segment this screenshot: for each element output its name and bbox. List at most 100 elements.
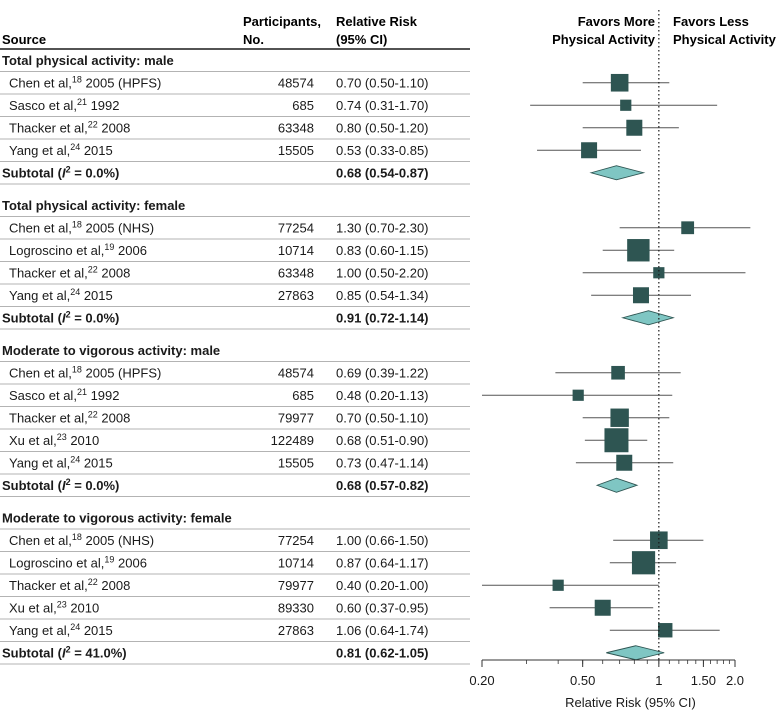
header-rr-line1: Relative Risk bbox=[336, 14, 418, 29]
study-reference: 18 bbox=[72, 364, 82, 374]
study-label: Chen et al,18 2005 (NHS) bbox=[9, 532, 154, 548]
study-participants: 685 bbox=[292, 388, 314, 403]
study-participants: 15505 bbox=[278, 455, 314, 470]
study-participants: 15505 bbox=[278, 143, 314, 158]
header-favors-more-line1: Favors More bbox=[578, 14, 655, 29]
study-participants: 122489 bbox=[271, 433, 314, 448]
study-rr-ci: 0.80 (0.50-1.20) bbox=[336, 120, 429, 135]
study-detail: 2005 (HPFS) bbox=[82, 365, 161, 380]
study-reference: 19 bbox=[104, 242, 114, 252]
study-label: Thacker et al,22 2008 bbox=[9, 409, 130, 425]
study-participants: 89330 bbox=[278, 600, 314, 615]
point-estimate-square bbox=[611, 365, 625, 380]
subtotal-suffix: = 41.0%) bbox=[71, 645, 127, 660]
subtotal-sup: 2 bbox=[66, 644, 71, 654]
subtotal-prefix: Subtotal ( bbox=[2, 165, 63, 180]
study-rr-ci: 0.73 (0.47-1.14) bbox=[336, 455, 429, 470]
point-estimate-square bbox=[658, 623, 673, 638]
study-reference: 21 bbox=[77, 97, 87, 107]
study-rr-ci: 0.83 (0.60-1.15) bbox=[336, 243, 429, 258]
header-favors-less-line1: Favors Less bbox=[673, 14, 749, 29]
study-reference: 23 bbox=[57, 432, 67, 442]
study-rr-ci: 0.60 (0.37-0.95) bbox=[336, 600, 429, 615]
study-detail: 2015 bbox=[80, 288, 113, 303]
study-detail: 2015 bbox=[80, 143, 113, 158]
study-author: Logroscino et al, bbox=[9, 555, 104, 570]
point-estimate-square bbox=[616, 454, 633, 471]
study-reference: 24 bbox=[70, 287, 80, 297]
study-reference: 24 bbox=[70, 454, 80, 464]
study-reference: 22 bbox=[88, 577, 98, 587]
subtotal-sup: 2 bbox=[66, 164, 71, 174]
header-participants-line2: No. bbox=[243, 32, 264, 47]
study-reference: 19 bbox=[104, 554, 114, 564]
study-label: Thacker et al,22 2008 bbox=[9, 264, 130, 280]
subtotal-diamond bbox=[595, 477, 639, 493]
study-label: Thacker et al,22 2008 bbox=[9, 577, 130, 593]
study-label: Chen et al,18 2005 (NHS) bbox=[9, 219, 154, 235]
header-participants-line1: Participants, bbox=[243, 14, 321, 29]
study-detail: 2006 bbox=[114, 243, 147, 258]
point-estimate-square bbox=[581, 142, 598, 159]
study-author: Thacker et al, bbox=[9, 578, 88, 593]
study-detail: 2005 (NHS) bbox=[82, 220, 154, 235]
study-label: Xu et al,23 2010 bbox=[9, 432, 99, 448]
group-title: Total physical activity: male bbox=[2, 53, 174, 68]
study-reference: 18 bbox=[72, 219, 82, 229]
study-label: Chen et al,18 2005 (HPFS) bbox=[9, 364, 161, 380]
subtotal-label: Subtotal (I2 = 0.0%) bbox=[2, 164, 119, 180]
study-label: Xu et al,23 2010 bbox=[9, 599, 99, 615]
subtotal-sup: 2 bbox=[66, 309, 71, 319]
study-detail: 2005 (HPFS) bbox=[82, 75, 161, 90]
study-author: Logroscino et al, bbox=[9, 243, 104, 258]
study-rr-ci: 0.53 (0.33-0.85) bbox=[336, 143, 429, 158]
study-reference: 22 bbox=[88, 119, 98, 129]
study-detail: 2010 bbox=[67, 433, 100, 448]
subtotal-i: I bbox=[62, 645, 66, 660]
x-axis-tick-label: 1.50 bbox=[691, 673, 716, 688]
subtotal-prefix: Subtotal ( bbox=[2, 310, 63, 325]
forest-marks bbox=[482, 10, 751, 661]
x-axis-tick-label: 0.20 bbox=[469, 673, 494, 688]
subtotal-suffix: = 0.0%) bbox=[71, 310, 120, 325]
study-detail: 1992 bbox=[87, 98, 120, 113]
study-participants: 27863 bbox=[278, 288, 314, 303]
subtotal-diamond bbox=[589, 165, 646, 181]
subtotal-i: I bbox=[62, 165, 66, 180]
study-participants: 10714 bbox=[278, 243, 314, 258]
study-rr-ci: 0.74 (0.31-1.70) bbox=[336, 98, 429, 113]
study-detail: 2008 bbox=[98, 265, 131, 280]
point-estimate-square bbox=[552, 579, 564, 591]
study-label: Yang et al,24 2015 bbox=[9, 622, 113, 638]
study-rr-ci: 0.87 (0.64-1.17) bbox=[336, 555, 429, 570]
header-source: Source bbox=[2, 32, 46, 47]
study-reference: 22 bbox=[88, 409, 98, 419]
point-estimate-square bbox=[627, 239, 650, 262]
study-participants: 48574 bbox=[278, 75, 314, 90]
study-rr-ci: 0.70 (0.50-1.10) bbox=[336, 410, 429, 425]
study-detail: 2005 (NHS) bbox=[82, 533, 154, 548]
study-author: Chen et al, bbox=[9, 220, 72, 235]
subtotal-prefix: Subtotal ( bbox=[2, 478, 63, 493]
study-reference: 18 bbox=[72, 532, 82, 542]
study-reference: 24 bbox=[70, 622, 80, 632]
subtotal-diamond bbox=[621, 310, 675, 326]
study-participants: 27863 bbox=[278, 623, 314, 638]
x-axis-title: Relative Risk (95% CI) bbox=[565, 695, 696, 710]
point-estimate-square bbox=[604, 428, 629, 453]
study-label: Logroscino et al,19 2006 bbox=[9, 242, 147, 258]
study-detail: 2008 bbox=[98, 120, 131, 135]
point-estimate-square bbox=[631, 551, 656, 575]
study-author: Sasco et al, bbox=[9, 388, 77, 403]
x-axis-tick-label: 0.50 bbox=[570, 673, 595, 688]
subtotal-label: Subtotal (I2 = 0.0%) bbox=[2, 309, 119, 325]
x-axis-tick-label: 2.0 bbox=[726, 673, 744, 688]
group-title: Moderate to vigorous activity: male bbox=[2, 343, 220, 358]
point-estimate-square bbox=[620, 99, 632, 111]
header-rr-line2: (95% CI) bbox=[336, 32, 387, 47]
study-label: Logroscino et al,19 2006 bbox=[9, 554, 147, 570]
study-rr-ci: 0.40 (0.20-1.00) bbox=[336, 578, 429, 593]
header-favors-more-line2: Physical Activity bbox=[552, 32, 656, 47]
subtotal-label: Subtotal (I2 = 41.0%) bbox=[2, 644, 127, 660]
study-label: Sasco et al,21 1992 bbox=[9, 387, 120, 403]
